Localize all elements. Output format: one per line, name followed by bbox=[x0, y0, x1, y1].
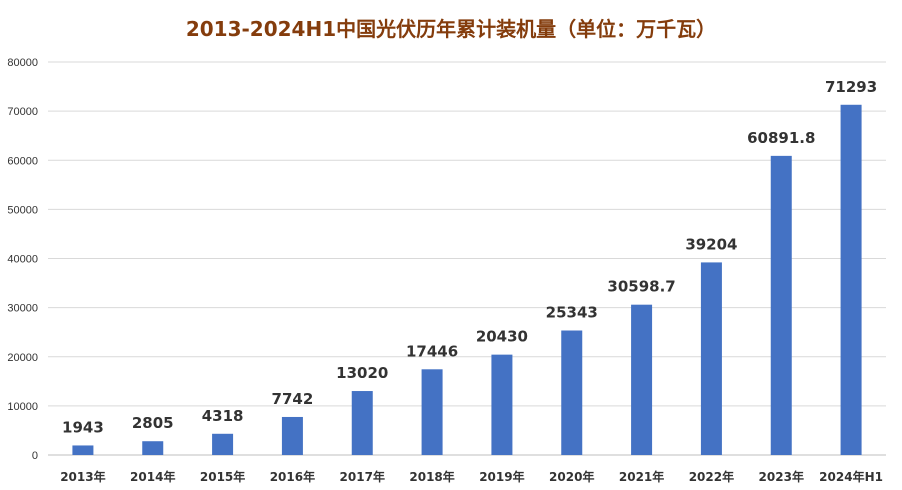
bar bbox=[72, 445, 94, 455]
data-label: 71293 bbox=[825, 78, 877, 96]
bar bbox=[700, 262, 722, 455]
bar bbox=[770, 155, 792, 456]
y-tick-label: 50000 bbox=[7, 204, 38, 216]
x-tick-label: 2018年 bbox=[409, 469, 454, 484]
data-label: 25343 bbox=[546, 304, 598, 322]
x-tick-label: 2022年 bbox=[689, 469, 734, 484]
x-tick-label: 2019年 bbox=[479, 469, 524, 484]
bar bbox=[421, 369, 443, 455]
y-tick-label: 40000 bbox=[7, 254, 38, 266]
y-tick-label: 70000 bbox=[7, 106, 38, 118]
x-tick-label: 2023年 bbox=[759, 469, 804, 484]
y-tick-label: 30000 bbox=[7, 303, 38, 315]
x-tick-label: 2016年 bbox=[270, 469, 315, 484]
x-tick-label: 2017年 bbox=[340, 469, 385, 484]
bar bbox=[351, 391, 373, 455]
data-label: 13020 bbox=[336, 364, 388, 382]
data-label: 20430 bbox=[476, 328, 528, 346]
data-labels: 1943 2805 4318 7742 13020 17446 20430 25343 3059… bbox=[62, 78, 877, 437]
x-tick-label: 2020年 bbox=[549, 469, 594, 484]
bar bbox=[212, 433, 234, 455]
x-tick-label: 2021年 bbox=[619, 469, 664, 484]
y-tick-label: 20000 bbox=[7, 352, 38, 364]
x-tick-label: 2013年 bbox=[60, 469, 105, 484]
x-tick-label: 2015年 bbox=[200, 469, 245, 484]
y-tick-label: 10000 bbox=[7, 401, 38, 413]
bars bbox=[72, 104, 862, 456]
bar bbox=[840, 104, 862, 456]
data-label: 4318 bbox=[202, 407, 244, 425]
gridlines bbox=[48, 61, 886, 456]
x-axis-ticks: 2013年 2014年 2015年 2016年 2017年 2018年 2019年 2020年… bbox=[60, 469, 883, 484]
data-label: 1943 bbox=[62, 418, 104, 436]
data-label: 60891.8 bbox=[747, 129, 815, 147]
bar bbox=[142, 441, 164, 455]
y-tick-label: 80000 bbox=[7, 57, 38, 69]
data-label: 2805 bbox=[132, 414, 174, 432]
x-tick-label: 2014年 bbox=[130, 469, 175, 484]
bar bbox=[561, 330, 583, 455]
y-tick-label: 0 bbox=[32, 450, 38, 462]
chart-title: 2013-2024H1中国光伏历年累计装机量（单位：万千瓦） bbox=[186, 17, 716, 41]
data-label: 30598.7 bbox=[607, 278, 675, 296]
bar bbox=[631, 304, 653, 455]
x-tick-label: 2024年H1 bbox=[819, 469, 883, 484]
y-tick-label: 60000 bbox=[7, 155, 38, 167]
y-axis-ticks: 0 10000 20000 30000 40000 50000 60000 70000 8000… bbox=[7, 57, 38, 462]
bar bbox=[281, 416, 303, 455]
bar bbox=[491, 354, 513, 455]
data-label: 39204 bbox=[685, 235, 737, 253]
data-label: 7742 bbox=[272, 390, 314, 408]
data-label: 17446 bbox=[406, 342, 458, 360]
